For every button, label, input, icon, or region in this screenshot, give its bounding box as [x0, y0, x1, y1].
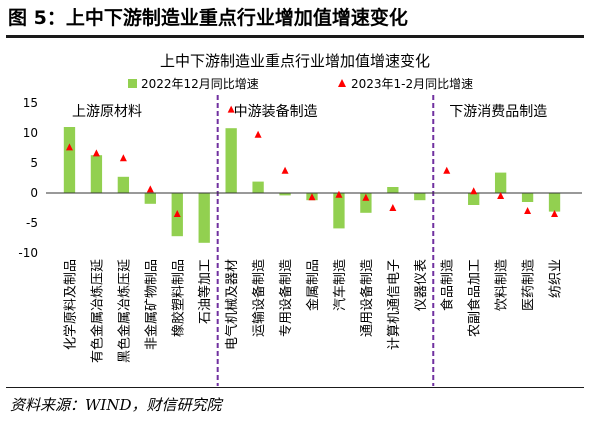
marker-纺织业: [551, 210, 559, 217]
y-tick-label: -5: [26, 216, 38, 230]
marker-专用设备制造: [281, 166, 289, 174]
marker-金属制品: [308, 193, 316, 201]
chart-legend: 2022年12月同比增速 2023年1-2月同比增速: [128, 77, 473, 91]
source-rule: [6, 387, 584, 388]
title-rule: [6, 35, 584, 38]
group-label: 中游装备制造: [234, 103, 318, 120]
bar-饮料制造: [494, 172, 507, 193]
group-label: 上游原材料: [72, 104, 142, 120]
marker-通用设备制造: [362, 193, 370, 201]
bar-专用设备制造: [279, 193, 291, 196]
category-label: 汽车制造: [332, 259, 348, 311]
category-label: 非金属矿物制品: [143, 259, 159, 350]
category-label: 金属制品: [305, 259, 321, 311]
legend-marker-swatch: [338, 79, 346, 87]
category-label: 纺织业: [549, 259, 564, 298]
marker-电气机械及器材: [227, 105, 235, 113]
bar-有色金属冶炼压延: [90, 155, 103, 193]
marker-饮料制造: [497, 192, 505, 199]
y-tick-label: 10: [23, 126, 38, 140]
category-label: 石油等加工: [197, 259, 213, 324]
y-tick-label: 15: [23, 96, 38, 110]
category-labels: 化学原料及制品 有色金属冶炼压延 黑色金属冶炼压延 非金属矿物制品 橡胶塑料制品 石油等加…: [62, 259, 563, 363]
bar-石油等加工: [198, 193, 210, 243]
marker-计算机通信电子: [389, 204, 397, 211]
category-label: 食品制造: [440, 259, 456, 311]
y-tick-label: 0: [30, 186, 38, 200]
category-label: 计算机通信电子: [387, 259, 402, 350]
bar-电气机械及器材: [225, 128, 237, 193]
marker-运输设备制造: [254, 130, 262, 138]
group-label: 下游消费品制造: [449, 104, 547, 120]
y-tick-label: -10: [18, 246, 38, 260]
marker-橡胶塑料制品: [173, 210, 181, 217]
marker-食品制造: [443, 166, 451, 174]
category-label: 仪器仪表: [414, 259, 429, 311]
category-label: 化学原料及制品: [62, 259, 78, 350]
chart-title: 上中下游制造业重点行业增加值增速变化: [160, 52, 430, 70]
category-label: 黑色金属冶炼压延: [116, 259, 132, 363]
growth-chart: 上中下游制造业重点行业增加值增速变化 2022年12月同比增速 2023年1-2…: [18, 52, 582, 386]
category-label: 医药制造: [522, 259, 537, 311]
legend-bar-label: 2022年12月同比增速: [141, 77, 259, 91]
category-label: 通用设备制造: [359, 259, 375, 337]
marker-医药制造: [524, 207, 532, 214]
bar-通用设备制造: [360, 193, 372, 213]
group-labels: 上游原材料 中游装备制造 下游消费品制造: [72, 103, 547, 120]
group-separators: [216, 95, 435, 386]
category-label: 有色金属冶炼压延: [89, 259, 105, 363]
bar-医药制造: [521, 193, 534, 202]
marker-汽车制造: [335, 190, 343, 198]
marker-黑色金属冶炼压延: [119, 154, 127, 162]
y-axis: -10 -5 0 5 10 15: [18, 96, 38, 260]
bar-纺织业: [548, 193, 561, 212]
bar-计算机通信电子: [387, 187, 399, 193]
bar-series: [63, 127, 561, 243]
marker-series: [65, 105, 559, 217]
category-label: 橡胶塑料制品: [170, 259, 186, 337]
bar-汽车制造: [333, 193, 345, 229]
legend-bar-swatch: [128, 79, 137, 88]
legend-marker-label: 2023年1-2月同比增速: [351, 77, 473, 91]
source-note: 资料来源：WIND，财信研究院: [10, 396, 222, 414]
category-label: 专用设备制造: [278, 259, 294, 337]
marker-非金属矿物制品: [146, 185, 154, 193]
bar-非金属矿物制品: [144, 193, 156, 204]
marker-化学原料及制品: [65, 143, 73, 151]
category-label: 农副食品加工: [467, 259, 483, 337]
y-tick-label: 5: [30, 156, 38, 170]
bar-仪器仪表: [414, 193, 426, 201]
marker-有色金属冶炼压延: [92, 149, 100, 157]
figure-title: 图 5：上中下游制造业重点行业增加值增速变化: [8, 7, 408, 29]
category-label: 电气机械及器材: [224, 259, 240, 350]
category-label: 运输设备制造: [251, 259, 267, 337]
bar-化学原料及制品: [63, 127, 76, 193]
category-label: 饮料制造: [495, 259, 510, 311]
bar-运输设备制造: [252, 181, 264, 193]
marker-农副食品加工: [470, 187, 478, 195]
bar-黑色金属冶炼压延: [117, 176, 130, 193]
bar-农副食品加工: [468, 193, 480, 205]
